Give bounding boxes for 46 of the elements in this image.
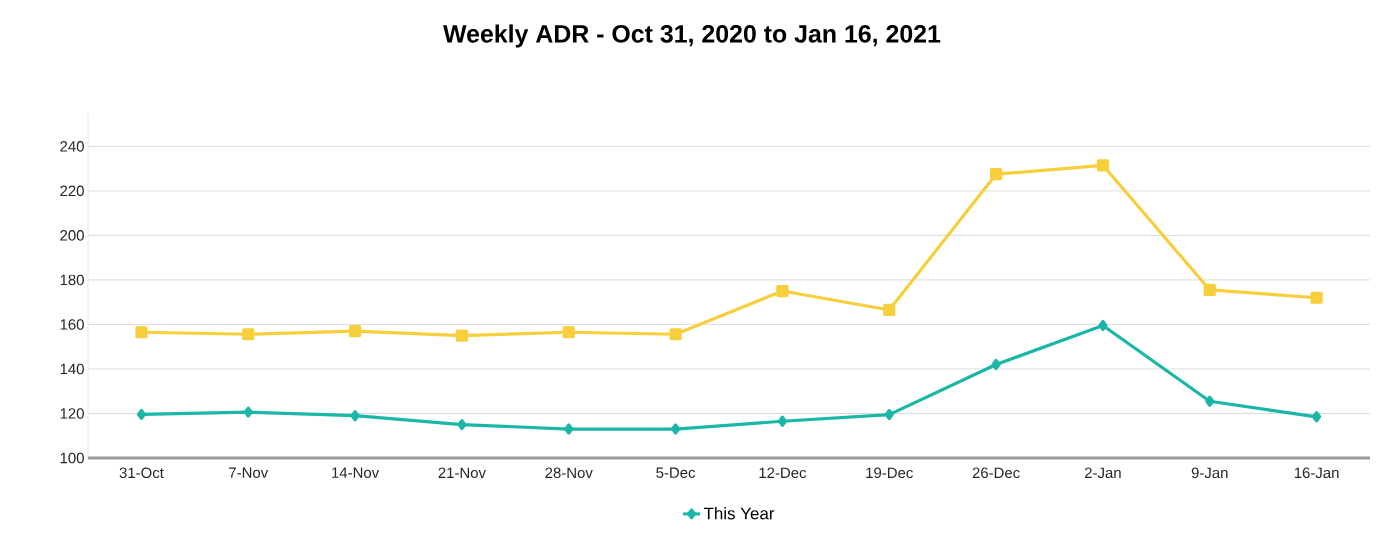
y-tick-label: 120	[60, 408, 84, 419]
x-tick-label: 16-Jan	[1294, 467, 1339, 479]
point	[671, 423, 681, 435]
point	[1311, 411, 1322, 423]
point	[457, 419, 467, 431]
point	[1203, 283, 1216, 297]
point	[350, 410, 360, 422]
x-tick-label: 31-Oct	[119, 467, 164, 479]
point	[455, 329, 469, 342]
x-tick-label: 9-Jan	[1191, 467, 1228, 479]
y-tick-label: 220	[60, 185, 84, 197]
x-tick-label: 26-Dec	[972, 467, 1020, 479]
point	[777, 415, 788, 427]
y-tick-label: 160	[60, 319, 84, 330]
point	[883, 303, 896, 317]
x-tick-label: 19-Dec	[866, 467, 913, 479]
y-tick-label: 140	[60, 363, 84, 375]
x-tick-label: 2-Jan	[1084, 467, 1121, 479]
point	[349, 325, 362, 338]
x-tick-label: 28-Nov	[545, 467, 593, 479]
point	[1310, 291, 1323, 304]
point	[1096, 159, 1110, 172]
point	[564, 423, 574, 435]
y-tick-label: 100	[60, 452, 84, 464]
x-tick-label: 12-Dec	[759, 467, 807, 479]
legend-label: This Year	[703, 507, 775, 520]
point	[991, 358, 1001, 371]
point	[1098, 319, 1108, 332]
y-tick-label: 200	[60, 230, 84, 241]
point	[1205, 395, 1215, 407]
point	[135, 326, 148, 339]
point	[242, 328, 255, 341]
y-tick-label: 180	[60, 274, 84, 286]
point	[884, 408, 894, 421]
x-tick-label: 5-Dec	[656, 467, 696, 478]
chart-title: Weekly ADR - Oct 31, 2020 to Jan 16, 2021	[443, 24, 941, 48]
point	[776, 284, 789, 298]
point	[669, 328, 682, 341]
x-tick-label: 21-Nov	[438, 467, 486, 479]
y-tick-label: 240	[60, 141, 84, 152]
x-tick-label: 14-Nov	[332, 467, 380, 478]
x-tick-label: 7-Nov	[229, 467, 269, 478]
point	[243, 406, 253, 418]
point	[562, 326, 575, 339]
point	[989, 168, 1003, 181]
point	[136, 408, 147, 420]
